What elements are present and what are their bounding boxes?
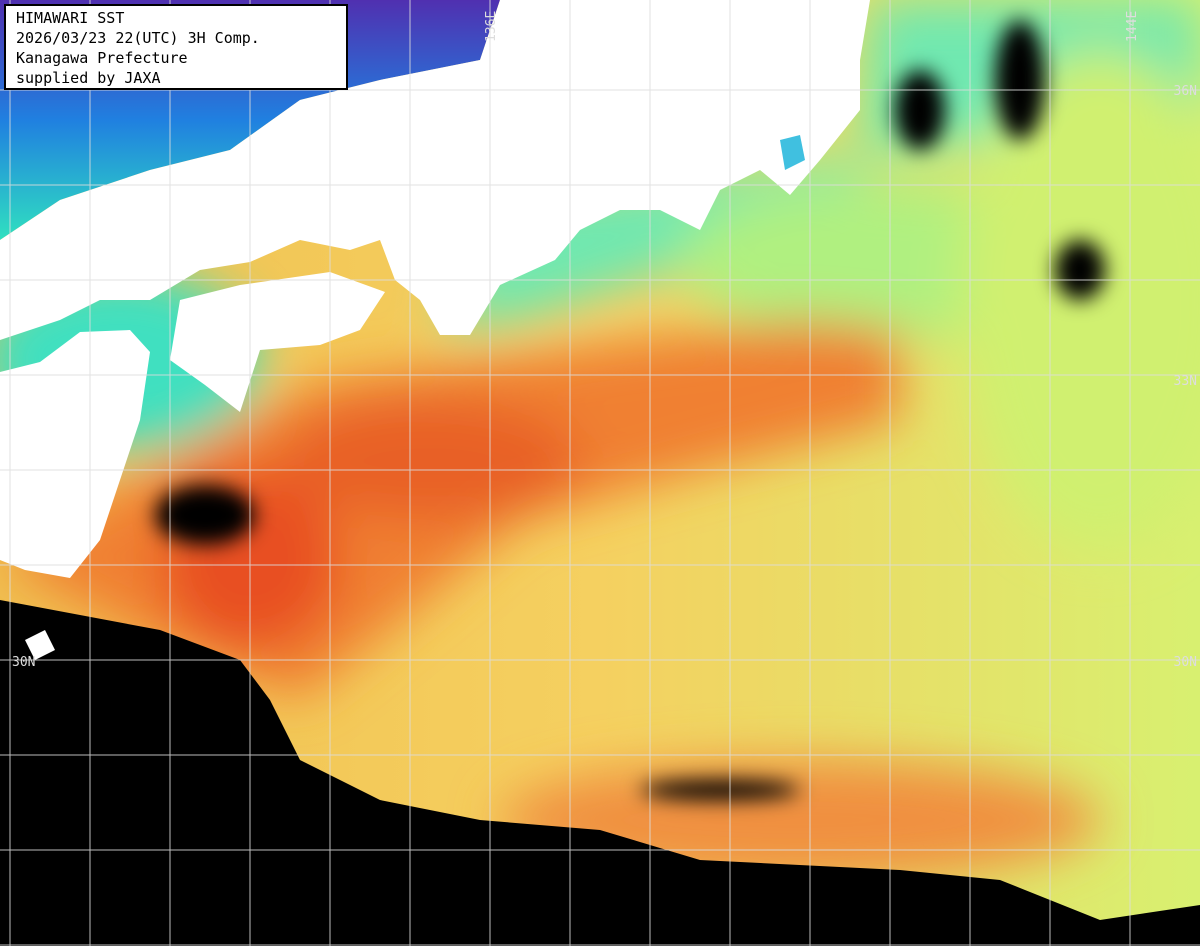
longitude-label: 144E <box>1125 11 1140 42</box>
header-line: 2026/03/23 22(UTC) 3H Comp. <box>16 29 260 47</box>
latitude-label: 30N <box>1174 655 1197 670</box>
latitude-label: 30N <box>12 655 35 670</box>
header-line: HIMAWARI SST <box>16 9 125 27</box>
cloud <box>0 600 1200 946</box>
header-line: Kanagawa Prefecture <box>16 49 188 67</box>
header: HIMAWARI SST 2026/03/23 22(UTC) 3H Comp.… <box>4 4 348 90</box>
land <box>0 0 870 660</box>
longitude-label: 136E <box>484 11 499 42</box>
latitude-label: 36N <box>1174 84 1197 99</box>
latitude-label: 33N <box>1174 374 1197 389</box>
header-line: supplied by JAXA <box>16 69 161 87</box>
